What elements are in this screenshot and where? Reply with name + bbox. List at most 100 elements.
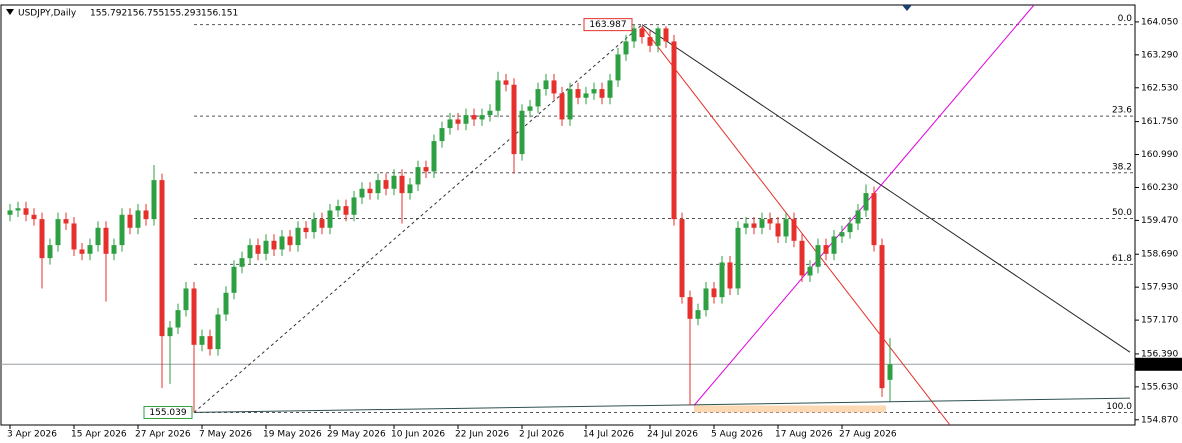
candle-body <box>71 223 77 250</box>
candle-body <box>495 80 501 111</box>
candle-body <box>591 89 597 94</box>
candle-body <box>175 310 181 328</box>
candle-body <box>791 219 797 241</box>
candle-body <box>535 89 541 107</box>
x-tick-label: 17 Aug 2026 <box>775 430 833 440</box>
candle-body <box>711 288 717 298</box>
candle-body <box>167 327 173 337</box>
candle-body <box>559 93 565 120</box>
candle-body <box>287 236 293 246</box>
candle-body <box>447 119 453 129</box>
low-tag: 155.039 <box>149 408 186 418</box>
candle-body <box>391 175 397 189</box>
candle-body <box>431 141 437 172</box>
candle-body <box>839 232 845 237</box>
candle-body <box>847 223 853 233</box>
y-tick-label: 154.870 <box>1141 415 1178 425</box>
candle-body <box>695 310 701 319</box>
x-tick-label: 10 Jun 2026 <box>391 430 445 440</box>
y-tick-label: 159.470 <box>1141 216 1178 226</box>
candle-body <box>687 297 693 319</box>
candle-body <box>599 89 605 98</box>
shift-marker <box>902 5 912 11</box>
candle-body <box>127 214 133 228</box>
x-tick-label: 29 May 2026 <box>327 430 386 440</box>
candle-body <box>79 249 85 254</box>
candle-body <box>551 80 557 94</box>
candle-body <box>295 227 301 246</box>
candle-body <box>351 197 357 215</box>
candle-body <box>31 214 37 220</box>
candle-body <box>159 180 165 337</box>
candle-body <box>327 210 333 228</box>
high-tag-box <box>583 18 633 32</box>
candle-body <box>39 219 45 259</box>
header-close: 156.151 <box>201 9 238 19</box>
x-tick-label: 14 Jul 2026 <box>583 430 634 440</box>
y-tick-label: 162.530 <box>1141 83 1178 93</box>
fibo-label: 0.0 <box>1118 14 1133 24</box>
candle-body <box>199 336 205 345</box>
candle-body <box>631 28 637 42</box>
candle-body <box>823 245 829 254</box>
candle-body <box>647 37 653 46</box>
candle-body <box>95 227 101 246</box>
candle-body <box>471 115 477 120</box>
fibo-label: 61.8 <box>1112 254 1132 264</box>
candle-body <box>183 288 189 311</box>
y-tick-label: 156.390 <box>1141 349 1178 359</box>
candle-body <box>719 262 725 298</box>
candle-body <box>255 245 261 254</box>
y-tick-label: 160.990 <box>1141 150 1178 160</box>
candle-body <box>263 240 269 254</box>
y-tick-label: 164.050 <box>1141 17 1178 27</box>
candle-body <box>879 245 885 389</box>
candle-body <box>103 227 109 254</box>
candle-body <box>279 236 285 250</box>
candle-body <box>767 219 773 224</box>
symbol: USDJPY,Daily <box>18 9 77 19</box>
fibo-label: 100.0 <box>1106 402 1132 412</box>
candle-body <box>799 240 805 276</box>
candle-body <box>703 288 709 311</box>
candle-body <box>151 180 157 220</box>
candle-body <box>439 128 445 142</box>
candle-body <box>727 262 733 289</box>
high-tag: 163.987 <box>589 20 626 30</box>
candle-body <box>583 93 589 98</box>
x-tick-label: 22 Jun 2026 <box>455 430 509 440</box>
candle-body <box>303 227 309 233</box>
candle-body <box>311 219 317 233</box>
header-arrow <box>6 9 14 15</box>
candle-body <box>23 208 29 215</box>
y-tick-label: 155.630 <box>1141 382 1178 392</box>
candle-body <box>575 89 581 98</box>
candle-body <box>455 119 461 124</box>
candle-body <box>519 110 525 155</box>
header-open: 155.792 <box>90 9 127 19</box>
candle-body <box>383 180 389 189</box>
x-tick-label: 24 Jul 2026 <box>647 430 698 440</box>
candle-body <box>607 80 613 98</box>
candle-body <box>503 80 509 85</box>
candle-body <box>247 245 253 259</box>
current-price-tag: 156.151 <box>1141 360 1178 370</box>
candle-body <box>743 223 749 228</box>
fibo-label: 23.6 <box>1112 106 1132 116</box>
candle-body <box>239 258 245 267</box>
candle-body <box>319 219 325 228</box>
candle-body <box>511 84 517 155</box>
candle-body <box>623 41 629 55</box>
y-tick-label: 158.690 <box>1141 250 1178 260</box>
candle-body <box>567 89 573 120</box>
y-tick-label: 157.170 <box>1141 316 1178 326</box>
candle-body <box>335 206 341 211</box>
candle-body <box>751 223 757 228</box>
y-tick-label: 161.750 <box>1141 117 1178 127</box>
header-low: 155.293 <box>164 9 201 19</box>
candle-body <box>119 214 125 246</box>
candle-body <box>887 364 893 380</box>
candle-body <box>679 219 685 298</box>
low-tag-box <box>143 405 193 419</box>
